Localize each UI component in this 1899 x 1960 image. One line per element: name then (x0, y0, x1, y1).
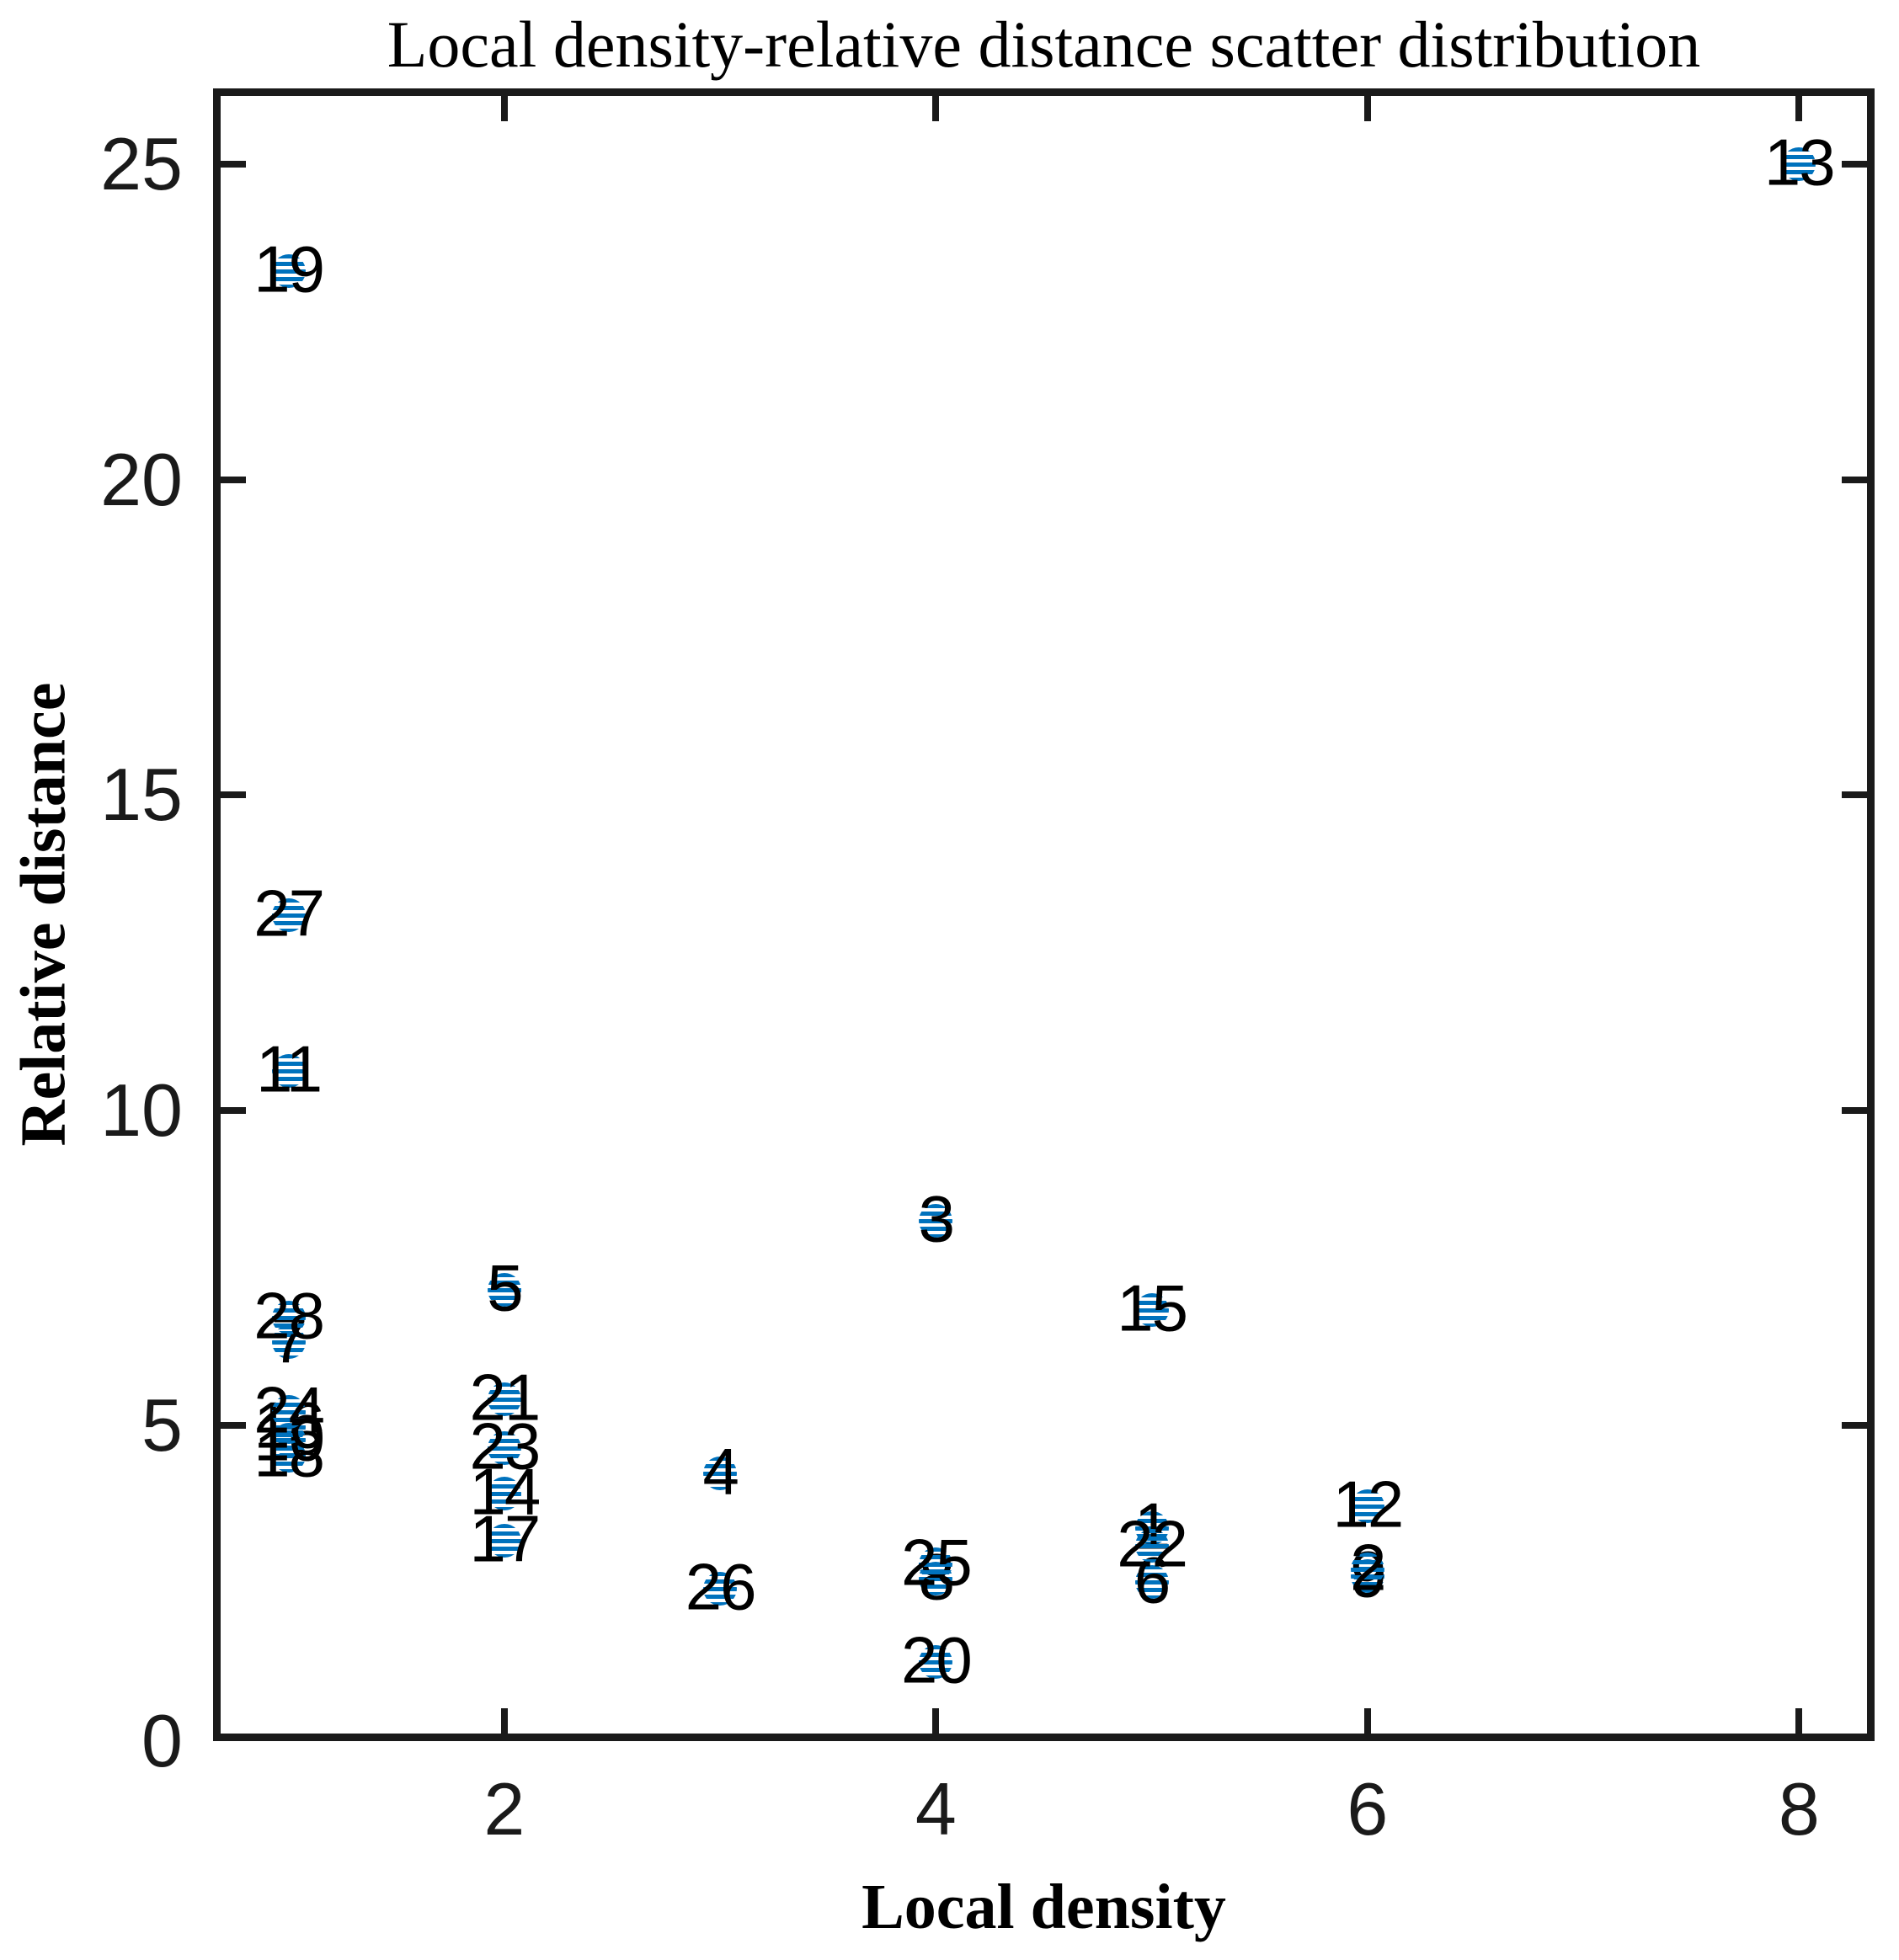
chart-title: Local density-relative distance scatter … (387, 8, 1701, 81)
data-point-label-27: 27 (253, 876, 325, 951)
data-point-label-25: 25 (900, 1525, 973, 1600)
data-point-marker-15 (1134, 1293, 1169, 1328)
data-point-marker-6 (1134, 1565, 1169, 1600)
y-tick-mark (1842, 1106, 1867, 1114)
y-tick-mark (1842, 160, 1867, 168)
x-tick-mark (1363, 1708, 1371, 1734)
y-tick-mark (221, 160, 246, 168)
data-point-label-23: 23 (469, 1409, 541, 1483)
data-point-marker-28 (271, 1300, 306, 1334)
data-point-label-3: 3 (918, 1181, 955, 1256)
x-tick-label: 4 (915, 1767, 957, 1851)
data-point-label-14: 14 (469, 1454, 541, 1529)
data-point-marker-26 (703, 1571, 738, 1606)
y-tick-mark (1842, 1422, 1867, 1430)
data-point-marker-13 (1782, 146, 1816, 181)
data-point-label-19: 19 (253, 232, 325, 306)
data-point-marker-11 (271, 1054, 306, 1089)
x-tick-label: 6 (1347, 1767, 1389, 1851)
x-axis-label: Local density (861, 1872, 1226, 1942)
y-tick-label: 20 (100, 437, 183, 521)
data-point-label-22: 22 (1117, 1506, 1188, 1581)
y-axis-label: Relative distance (8, 682, 79, 1147)
y-tick-mark (221, 1106, 246, 1114)
y-tick-mark (1842, 791, 1867, 799)
y-tick-mark (221, 1422, 246, 1430)
data-point-label-13: 13 (1763, 125, 1836, 200)
data-point-marker-22 (1134, 1528, 1169, 1563)
data-point-marker-20 (919, 1645, 953, 1680)
y-tick-mark (221, 791, 246, 799)
data-point-label-5: 5 (487, 1250, 523, 1325)
x-tick-mark (1795, 96, 1803, 121)
data-point-marker-5 (487, 1273, 521, 1308)
data-point-marker-14 (487, 1477, 521, 1511)
x-tick-label: 2 (483, 1767, 525, 1851)
data-point-marker-4 (703, 1456, 738, 1490)
y-tick-label: 10 (100, 1068, 183, 1152)
data-point-marker-27 (271, 897, 306, 932)
data-point-label-20: 20 (900, 1623, 973, 1698)
data-point-label-28: 28 (253, 1278, 325, 1353)
x-tick-label: 8 (1778, 1767, 1820, 1851)
data-point-marker-19 (271, 254, 306, 289)
data-point-label-24: 24 (253, 1372, 325, 1447)
data-point-label-12: 12 (1332, 1467, 1404, 1542)
y-tick-label: 15 (100, 753, 183, 837)
x-tick-mark (1363, 96, 1371, 121)
data-point-marker-12 (1350, 1489, 1384, 1524)
data-point-label-4: 4 (702, 1434, 739, 1509)
data-point-marker-17 (487, 1523, 521, 1558)
y-tick-mark (1842, 476, 1867, 483)
y-tick-label: 5 (141, 1383, 183, 1467)
x-tick-mark (1795, 1708, 1803, 1734)
y-tick-label: 0 (141, 1699, 183, 1782)
data-point-marker-3 (919, 1203, 953, 1238)
data-point-marker-2 (1350, 1553, 1384, 1587)
data-point-label-15: 15 (1117, 1270, 1188, 1345)
data-point-label-2: 2 (1350, 1530, 1386, 1605)
x-tick-mark (932, 1708, 940, 1734)
data-point-label-21: 21 (469, 1360, 541, 1435)
data-point-marker-25 (919, 1547, 953, 1582)
data-point-marker-21 (487, 1382, 521, 1416)
data-point-label-11: 11 (256, 1031, 323, 1106)
y-tick-label: 25 (100, 121, 183, 205)
chart-plot-area: 1471810169861212317242819271154263252015… (213, 88, 1875, 1741)
x-tick-mark (500, 96, 508, 121)
data-point-label-17: 17 (469, 1501, 541, 1576)
data-point-marker-24 (271, 1394, 306, 1429)
x-tick-mark (500, 1708, 508, 1734)
y-tick-mark (221, 476, 246, 483)
x-tick-mark (932, 96, 940, 121)
data-point-label-26: 26 (685, 1549, 757, 1624)
data-point-marker-23 (487, 1430, 521, 1465)
